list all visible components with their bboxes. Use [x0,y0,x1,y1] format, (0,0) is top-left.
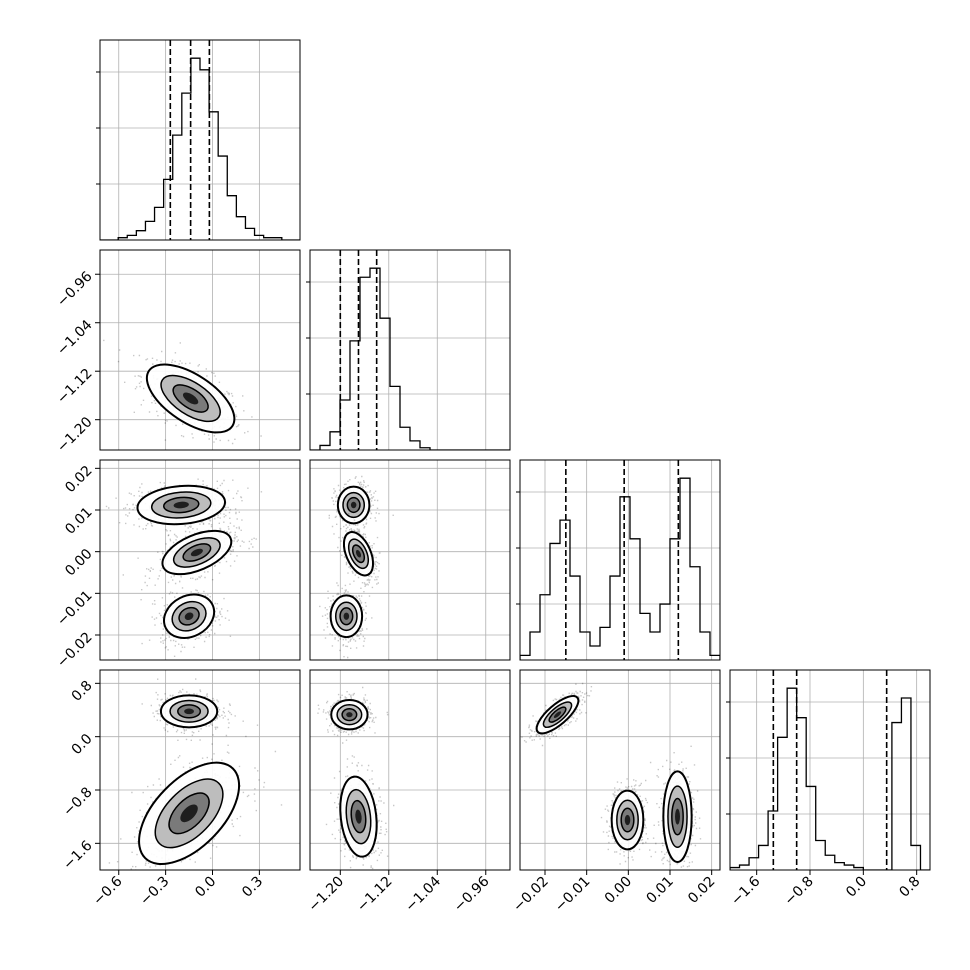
panel-border [309,249,511,451]
panel-3-3 [730,670,930,870]
panel-0-0 [100,40,300,240]
density-contour [624,814,631,826]
histogram-series [100,57,300,240]
density-contour [355,549,362,558]
density-contour [346,712,353,718]
y-tick-label: 0.00 [62,546,95,579]
panel-1-0 [100,250,300,450]
x-tick-label: −0.96 [451,873,493,915]
x-tick-label: 0.02 [685,874,718,907]
x-tick-label: −0.8 [781,874,816,909]
scatter-points [325,733,395,870]
density-contour [173,501,189,509]
y-tick-label: −1.6 [60,838,95,873]
histogram-series [730,687,930,870]
density-contour [350,501,357,509]
y-tick-label: −0.8 [60,784,95,819]
y-tick-label: 0.8 [69,678,96,705]
panel-border [99,249,301,451]
panel-border [99,459,301,661]
density-contour [675,808,680,825]
x-tick-label: −0.6 [90,873,125,908]
density-contour [180,804,198,823]
x-tick-label: 0.01 [643,874,676,907]
x-tick-label: 0.3 [239,874,266,901]
panel-3-0 [100,670,300,870]
panel-border [729,669,931,871]
y-tick-label: 0.02 [62,463,95,496]
x-tick-label: 0.0 [192,874,219,901]
y-tick-label: −0.02 [54,629,96,671]
panel-border [309,459,511,661]
x-tick-label: −1.6 [728,873,763,908]
x-tick-label: 0.8 [896,874,923,901]
y-tick-label: −1.04 [54,317,96,359]
x-tick-label: −1.04 [402,873,444,915]
panel-2-2 [520,460,720,660]
x-tick-label: −0.3 [137,874,172,909]
density-contour [343,612,350,620]
y-tick-label: 0.01 [62,504,95,537]
density-contour [355,809,362,824]
x-tick-label: 0.00 [602,874,635,907]
x-tick-label: 0.0 [843,874,870,901]
panel-border [519,459,721,661]
density-contour [553,711,562,718]
y-tick-label: −0.01 [54,588,96,630]
panel-2-0 [100,460,300,660]
panel-border [99,669,301,871]
histogram-series [520,477,720,660]
y-tick-label: −0.96 [54,269,96,311]
density-contour [182,392,199,405]
panel-3-1 [310,670,510,870]
x-tick-label: −0.02 [510,874,552,916]
panel-border [519,669,721,871]
x-tick-label: −0.01 [552,874,594,916]
x-tick-label: −1.12 [354,874,396,916]
panel-border [309,669,511,871]
density-contour [184,708,194,715]
panel-border [99,39,301,241]
density-contour [184,612,194,621]
y-tick-label: −1.12 [54,366,96,408]
panel-1-1 [310,250,510,450]
y-tick-label: 0.0 [69,731,96,758]
panel-2-1 [310,460,510,660]
x-tick-label: −1.20 [305,874,347,916]
panel-3-2 [520,670,720,870]
y-tick-label: −1.20 [54,414,96,456]
